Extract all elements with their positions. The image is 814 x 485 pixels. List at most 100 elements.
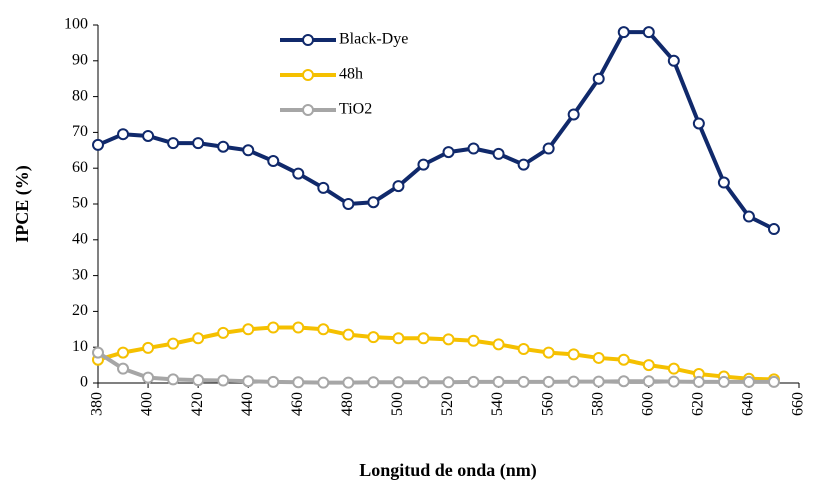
legend-label: 48h bbox=[339, 66, 363, 83]
data-point bbox=[342, 328, 355, 341]
data-point bbox=[567, 375, 580, 388]
data-point bbox=[642, 26, 655, 39]
data-point bbox=[492, 338, 505, 351]
data-point bbox=[392, 332, 405, 345]
data-point bbox=[617, 375, 630, 388]
data-point bbox=[292, 376, 305, 389]
x-tick-label: 600 bbox=[639, 392, 656, 416]
data-point bbox=[417, 332, 430, 345]
data-point bbox=[217, 140, 230, 153]
data-point bbox=[292, 321, 305, 334]
data-point bbox=[492, 147, 505, 160]
data-point bbox=[167, 373, 180, 386]
y-tick-label: 10 bbox=[72, 338, 88, 355]
x-axis-label: Longitud de onda (nm) bbox=[359, 460, 537, 481]
data-point bbox=[92, 346, 104, 359]
data-point bbox=[667, 362, 680, 375]
data-point bbox=[517, 375, 530, 388]
x-tick-label: 400 bbox=[139, 392, 156, 416]
x-tick-label: 620 bbox=[690, 392, 707, 416]
x-tick-label: 520 bbox=[439, 392, 456, 416]
data-point bbox=[567, 108, 580, 121]
data-point bbox=[417, 376, 430, 389]
data-point bbox=[217, 326, 230, 339]
data-point bbox=[517, 342, 530, 355]
x-tick-label: 480 bbox=[339, 392, 356, 416]
x-tick-label: 420 bbox=[189, 392, 206, 416]
legend-label: Black-Dye bbox=[339, 31, 408, 48]
data-point bbox=[442, 333, 455, 346]
series-line bbox=[97, 30, 775, 231]
data-point bbox=[192, 137, 205, 150]
y-tick-label: 50 bbox=[72, 195, 88, 212]
data-point bbox=[692, 375, 705, 388]
y-tick-label: 40 bbox=[72, 230, 88, 247]
data-point bbox=[492, 375, 505, 388]
data-point bbox=[267, 375, 280, 388]
x-tick-label: 660 bbox=[790, 392, 807, 416]
y-tick-label: 20 bbox=[72, 302, 88, 319]
data-point bbox=[167, 337, 180, 350]
y-tick-label: 80 bbox=[72, 87, 88, 104]
data-point bbox=[542, 346, 555, 359]
data-point bbox=[242, 144, 255, 157]
y-axis-label: IPCE (%) bbox=[12, 165, 33, 243]
data-point bbox=[342, 198, 355, 210]
series-line bbox=[96, 350, 774, 385]
data-point bbox=[217, 374, 230, 387]
data-point bbox=[642, 359, 655, 372]
data-point bbox=[142, 371, 155, 384]
data-point bbox=[467, 334, 480, 347]
data-point bbox=[392, 376, 405, 389]
data-point bbox=[767, 223, 780, 236]
data-point bbox=[592, 351, 605, 364]
x-tick-label: 580 bbox=[589, 392, 606, 416]
data-point bbox=[442, 146, 455, 159]
data-point bbox=[742, 210, 755, 223]
x-tick-label: 500 bbox=[389, 392, 406, 416]
data-point bbox=[92, 138, 104, 151]
y-tick-label: 70 bbox=[72, 123, 88, 140]
data-point bbox=[617, 353, 630, 366]
legend-label: TiO2 bbox=[339, 101, 372, 118]
data-point bbox=[617, 26, 630, 39]
data-point bbox=[467, 375, 480, 388]
x-tick-label: 540 bbox=[489, 392, 506, 416]
data-point bbox=[642, 375, 655, 388]
y-tick-label: 60 bbox=[72, 159, 88, 176]
data-point bbox=[592, 375, 605, 388]
x-tick-label: 560 bbox=[539, 392, 556, 416]
x-tick-label: 440 bbox=[239, 392, 256, 416]
data-point bbox=[667, 54, 680, 67]
data-point bbox=[317, 181, 330, 194]
data-point bbox=[317, 323, 330, 336]
data-point bbox=[192, 374, 205, 387]
data-point bbox=[267, 321, 280, 334]
data-point bbox=[742, 375, 755, 388]
data-point bbox=[117, 128, 130, 141]
data-point bbox=[342, 376, 355, 389]
x-tick-label: 640 bbox=[740, 392, 757, 416]
data-point bbox=[267, 155, 280, 168]
data-point bbox=[292, 167, 305, 180]
y-tick-label: 90 bbox=[72, 51, 88, 68]
data-point bbox=[442, 376, 455, 389]
data-point bbox=[167, 137, 180, 150]
x-tick-label: 460 bbox=[289, 392, 306, 416]
data-point bbox=[117, 362, 130, 375]
data-point bbox=[567, 348, 580, 361]
data-point bbox=[667, 375, 680, 388]
data-point bbox=[192, 332, 205, 345]
data-point bbox=[692, 117, 705, 130]
data-point bbox=[242, 323, 255, 336]
data-point bbox=[142, 341, 155, 354]
data-point bbox=[392, 180, 405, 193]
data-point bbox=[117, 346, 130, 359]
data-point bbox=[542, 375, 555, 388]
y-tick-label: 30 bbox=[72, 266, 88, 283]
legend-marker bbox=[302, 104, 314, 116]
data-point bbox=[367, 196, 380, 209]
data-point bbox=[542, 142, 555, 155]
data-point bbox=[242, 375, 255, 388]
